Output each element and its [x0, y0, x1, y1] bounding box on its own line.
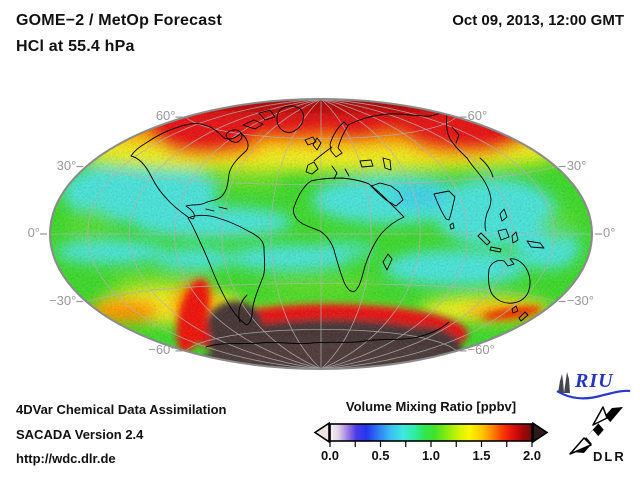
riu-cathedral-icon — [558, 374, 564, 393]
lat-label: 30° — [56, 157, 77, 173]
lat-label: −30° — [566, 292, 594, 308]
lat-label: 60° — [467, 108, 488, 124]
latitude-ticks — [40, 116, 602, 352]
map-outline — [49, 98, 593, 370]
lat-label: −60° — [467, 341, 495, 357]
dlr-logo-text: DLR — [593, 449, 626, 464]
plot-title-line1: GOME−2 / MetOp Forecast — [16, 12, 222, 29]
credit-line-url: http://wdc.dlr.de — [16, 451, 116, 466]
credit-line-assimilation: 4DVar Chemical Data Assimilation — [16, 402, 227, 417]
graticule — [50, 99, 592, 369]
colorbar-tick-label: 1.5 — [472, 448, 491, 463]
dlr-logo-icon — [569, 406, 623, 455]
lat-label: 0° — [27, 225, 40, 240]
colorbar-tick-label: 2.0 — [522, 448, 542, 463]
lat-label: 30° — [566, 157, 587, 173]
lat-label: −60° — [148, 341, 176, 357]
riu-swoosh — [556, 389, 631, 400]
vmr-field — [50, 99, 592, 369]
colorbar-tick-label: 0.5 — [371, 448, 390, 463]
riu-logo — [556, 372, 631, 400]
colorbar — [313, 421, 549, 447]
colorbar-right-arrow — [532, 421, 549, 444]
colorbar-minor-ticks — [329, 441, 533, 447]
lat-label: 0° — [603, 225, 616, 240]
riu-logo-text: RIU — [575, 370, 614, 392]
colorbar-tick-label: 0.0 — [320, 448, 340, 463]
colorbar-tick-label: 1.0 — [421, 448, 441, 463]
lat-label: −30° — [49, 292, 77, 308]
lat-label: 60° — [155, 108, 176, 124]
coastlines — [130, 105, 545, 348]
colorbar-left-arrow — [313, 421, 330, 444]
plot-datetime: Oct 09, 2013, 12:00 GMT — [452, 12, 624, 29]
plot-title-line2: HCl at 55.4 hPa — [16, 38, 135, 55]
credit-line-version: SACADA Version 2.4 — [16, 427, 144, 442]
colorbar-title: Volume Mixing Ratio [ppbv] — [345, 399, 517, 414]
